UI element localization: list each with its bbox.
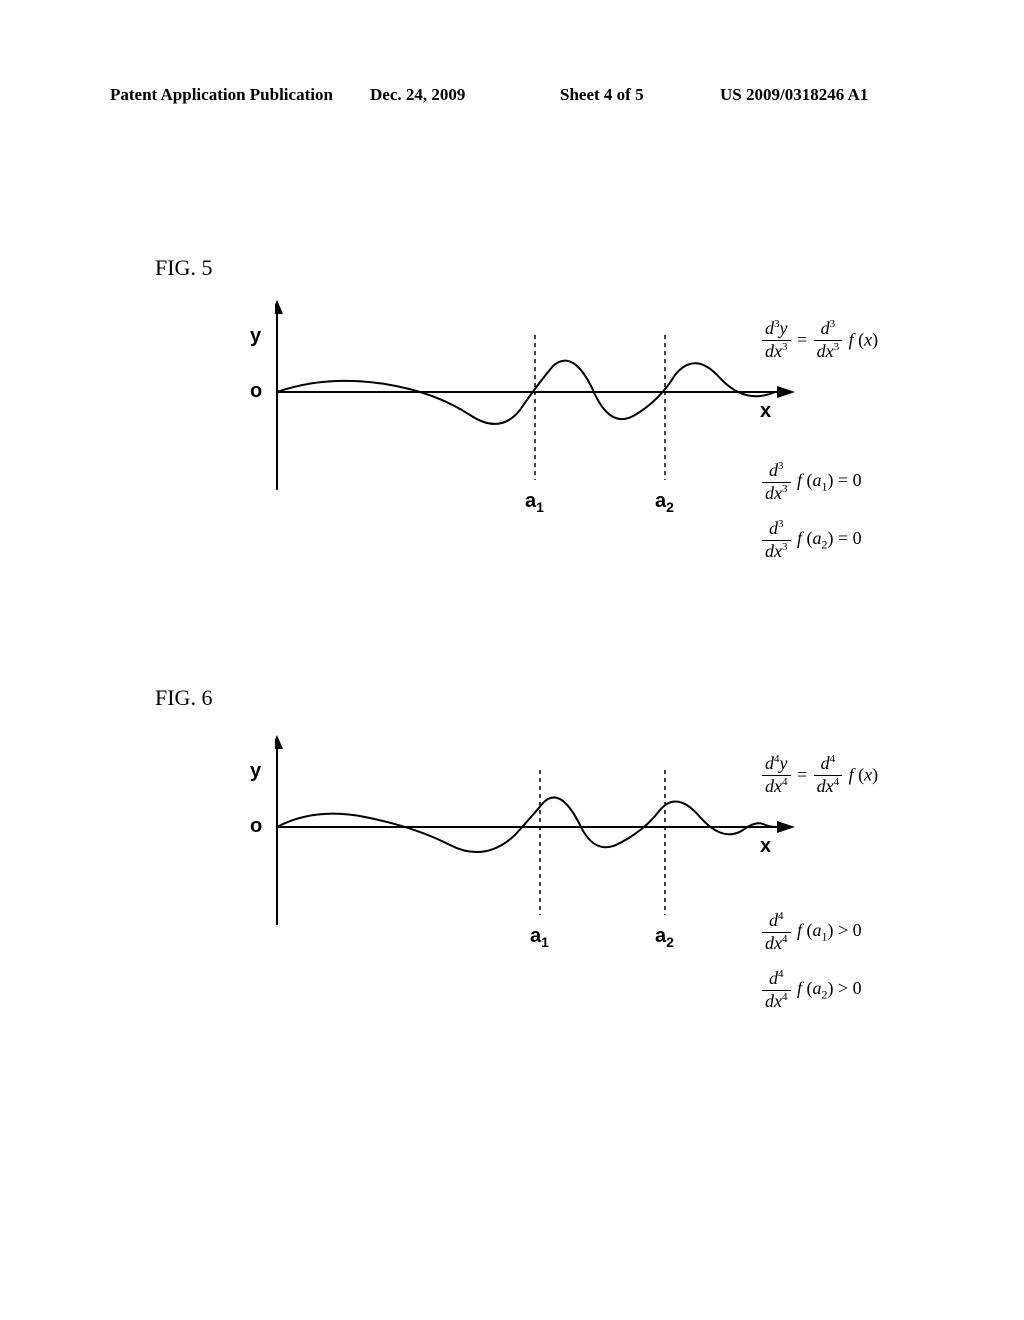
- fig6-a2-label: a2: [655, 925, 674, 950]
- fig5-a1-label: a1: [525, 490, 544, 515]
- fig5-eq-main: d3ydx3 = d3dx3 f (x): [760, 318, 878, 370]
- fig6-y-axis-label: y: [250, 760, 261, 783]
- fig5-eq-a1: d3dx3 f (a1) = 0: [760, 460, 862, 512]
- header-sheet: Sheet 4 of 5: [560, 85, 644, 105]
- fig5-x-axis-label: x: [760, 400, 771, 423]
- fig6-eq-a2: d4dx4 f (a2) > 0: [760, 968, 862, 1020]
- fig6-a1-label: a1: [530, 925, 549, 950]
- fig6-origin-label: o: [250, 815, 262, 838]
- fig6-diagram: y o x a1 a2 d4ydx4 = d4dx4 f (x) d4dx4 f…: [205, 735, 905, 1055]
- fig6-plot: [275, 735, 835, 945]
- header-date: Dec. 24, 2009: [370, 85, 465, 105]
- fig5-eq-a2: d3dx3 f (a2) = 0: [760, 518, 862, 570]
- fig6-x-axis-label: x: [760, 835, 771, 858]
- fig5-plot: [275, 300, 835, 510]
- fig6-eq-a1: d4dx4 f (a1) > 0: [760, 910, 862, 962]
- fig5-origin-label: o: [250, 380, 262, 403]
- fig5-a2-label: a2: [655, 490, 674, 515]
- fig5-y-axis-label: y: [250, 325, 261, 348]
- fig6-eq-main: d4ydx4 = d4dx4 f (x): [760, 753, 878, 805]
- fig6-label: FIG. 6: [155, 685, 212, 711]
- fig5-diagram: y o x a1 a2 d3ydx3 = d3dx3 f (x) d3dx3 f…: [205, 300, 905, 620]
- fig5-label: FIG. 5: [155, 255, 212, 281]
- header-publication-type: Patent Application Publication: [110, 85, 333, 105]
- header-pubnum: US 2009/0318246 A1: [720, 85, 868, 105]
